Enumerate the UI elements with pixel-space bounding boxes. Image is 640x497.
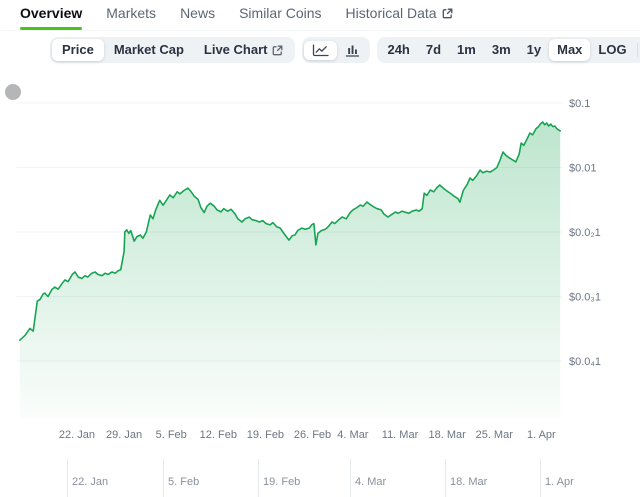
range-7d-button[interactable]: 7d bbox=[418, 39, 449, 61]
x-axis-tick-label: 5. Feb bbox=[156, 429, 187, 441]
line-chart-icon bbox=[312, 43, 330, 57]
navigator-tick bbox=[445, 459, 446, 497]
price-button-label: Price bbox=[62, 42, 94, 57]
toolbar-divider bbox=[636, 43, 638, 57]
range-24h-button[interactable]: 24h bbox=[379, 39, 417, 61]
y-axis-tick-label: $0.1 bbox=[569, 98, 590, 110]
live-chart-button[interactable]: Live Chart bbox=[194, 39, 294, 61]
range-max-button[interactable]: Max bbox=[549, 39, 591, 61]
y-axis-tick-label: $0.0₂1 bbox=[569, 227, 601, 239]
line-chart-type-button[interactable] bbox=[304, 40, 338, 60]
x-axis-tick-label: 12. Feb bbox=[200, 429, 237, 441]
market-cap-button-label: Market Cap bbox=[113, 42, 184, 57]
navigator-tick bbox=[258, 459, 259, 497]
navigator-tick-label: 19. Feb bbox=[263, 476, 301, 488]
x-axis-tick-label: 18. Mar bbox=[428, 429, 466, 441]
navigator-tick-label: 4. Mar bbox=[355, 476, 387, 488]
tab-historical-data[interactable]: Historical Data bbox=[346, 0, 453, 30]
candlestick-chart-icon bbox=[345, 44, 360, 57]
y-axis-tick-label: $0.01 bbox=[569, 163, 597, 175]
range-max-label: Max bbox=[557, 42, 583, 57]
log-scale-button[interactable]: LOG bbox=[590, 39, 634, 61]
y-axis-tick-label: $0.0₃1 bbox=[569, 292, 601, 304]
range-3m-button[interactable]: 3m bbox=[484, 39, 519, 61]
range-3m-label: 3m bbox=[491, 42, 511, 57]
range-24h-label: 24h bbox=[387, 42, 410, 57]
navigator-tick-label: 5. Feb bbox=[168, 476, 200, 488]
navigator-tick-label: 18. Mar bbox=[450, 476, 488, 488]
tab-news[interactable]: News bbox=[180, 0, 215, 30]
price-area-fill bbox=[19, 122, 561, 418]
navigator-tick-label: 1. Apr bbox=[545, 476, 574, 488]
x-axis-tick-label: 26. Feb bbox=[294, 429, 331, 441]
tab-news-label: News bbox=[180, 5, 216, 21]
range-1y-label: 1y bbox=[526, 42, 542, 57]
price-chart[interactable]: $0.1 $0.01 $0.0₂1 $0.0₃1 $0.0₄1 22. Jan 29. Ja… bbox=[0, 95, 640, 450]
chart-series bbox=[19, 121, 561, 418]
floating-dot bbox=[5, 84, 21, 100]
chart-axis-labels: $0.1 $0.01 $0.0₂1 $0.0₃1 $0.0₄1 22. Jan 29. Ja… bbox=[59, 98, 601, 441]
market-cap-button[interactable]: Market Cap bbox=[104, 39, 194, 61]
x-axis-tick-label: 29. Jan bbox=[106, 429, 142, 441]
chart-type-group bbox=[302, 37, 371, 63]
price-line bbox=[19, 121, 561, 341]
navigator-tick bbox=[163, 459, 164, 497]
live-chart-button-label: Live Chart bbox=[203, 42, 268, 57]
x-axis-tick-label: 25. Mar bbox=[476, 429, 514, 441]
range-1y-button[interactable]: 1y bbox=[519, 39, 549, 61]
chart-toolbar: Price Market Cap Live Chart bbox=[50, 37, 640, 63]
page-tabs: Overview Markets News Similar Coins Hist… bbox=[0, 0, 640, 31]
navigator-tick-label: 22. Jan bbox=[72, 476, 109, 488]
y-axis-tick-label: $0.0₄1 bbox=[569, 356, 601, 368]
tab-markets-label: Markets bbox=[106, 5, 157, 21]
tab-similar-coins-label: Similar Coins bbox=[239, 5, 322, 21]
range-1m-label: 1m bbox=[457, 42, 476, 57]
x-axis-tick-label: 22. Jan bbox=[59, 429, 95, 441]
external-link-icon bbox=[272, 45, 283, 56]
range-group: 24h 7d 1m 3m 1y Max LOG bbox=[377, 37, 640, 63]
range-1m-button[interactable]: 1m bbox=[449, 39, 484, 61]
navigator-tick bbox=[350, 459, 351, 497]
candlestick-chart-type-button[interactable] bbox=[337, 41, 368, 60]
price-button[interactable]: Price bbox=[52, 39, 104, 61]
navigator-tick bbox=[67, 459, 68, 497]
x-axis-tick-label: 1. Apr bbox=[527, 429, 556, 441]
tab-markets[interactable]: Markets bbox=[106, 0, 156, 30]
log-scale-label: LOG bbox=[598, 42, 627, 57]
x-axis-tick-label: 19. Feb bbox=[247, 429, 284, 441]
range-7d-label: 7d bbox=[425, 42, 442, 57]
x-axis-tick-label: 4. Mar bbox=[337, 429, 369, 441]
x-axis-tick-label: 11. Mar bbox=[382, 429, 419, 441]
tab-similar-coins[interactable]: Similar Coins bbox=[239, 0, 321, 30]
metric-toggle-group: Price Market Cap Live Chart bbox=[50, 37, 296, 63]
navigator-tick bbox=[540, 459, 541, 497]
tab-overview[interactable]: Overview bbox=[20, 0, 83, 30]
tab-historical-data-label: Historical Data bbox=[345, 5, 437, 21]
chart-navigator[interactable]: 22. Jan 5. Feb 19. Feb 4. Mar 18. Mar 1. Apr bbox=[0, 450, 640, 497]
external-link-icon bbox=[442, 8, 453, 19]
tab-overview-label: Overview bbox=[20, 5, 83, 21]
